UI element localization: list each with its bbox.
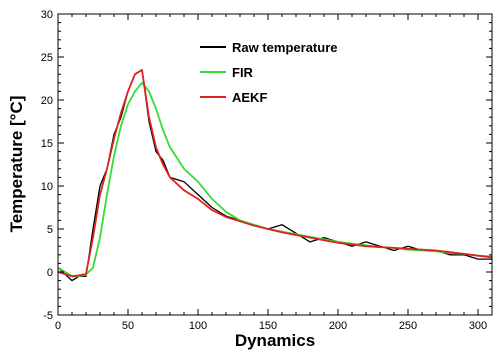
x-tick-label: 100 bbox=[189, 320, 207, 332]
legend-label-aekf: AEKF bbox=[232, 90, 267, 105]
x-tick-label: 50 bbox=[122, 320, 134, 332]
y-tick-label: 0 bbox=[47, 267, 53, 279]
x-tick-label: 200 bbox=[329, 320, 347, 332]
x-tick-label: 150 bbox=[259, 320, 277, 332]
series-line-aekf bbox=[57, 69, 493, 278]
x-axis-title: Dynamics bbox=[235, 331, 315, 350]
y-tick-label: 15 bbox=[41, 138, 53, 150]
y-tick-label: 30 bbox=[41, 9, 53, 21]
x-tick-label: 300 bbox=[469, 320, 487, 332]
y-tick-label: 25 bbox=[41, 52, 53, 64]
y-axis-title: Temperature [°C] bbox=[7, 96, 26, 233]
legend-label-fir: FIR bbox=[232, 65, 254, 80]
plot-frame bbox=[57, 13, 493, 316]
x-axis: 0 50 100 150 200 250 300 bbox=[55, 14, 493, 332]
y-axis: -5 0 5 10 15 20 25 30 bbox=[41, 9, 492, 322]
series-line-raw-temperature bbox=[57, 69, 492, 282]
y-tick-label: -5 bbox=[43, 310, 53, 322]
y-tick-label: 10 bbox=[41, 181, 53, 193]
legend-label-raw-temperature: Raw temperature bbox=[232, 40, 337, 55]
x-tick-label: 0 bbox=[55, 320, 61, 332]
x-tick-label: 250 bbox=[399, 320, 417, 332]
legend: Raw temperature FIR AEKF bbox=[200, 40, 337, 105]
y-tick-label: 5 bbox=[47, 224, 53, 236]
series-layer bbox=[57, 69, 493, 282]
y-tick-label: 20 bbox=[41, 95, 53, 107]
